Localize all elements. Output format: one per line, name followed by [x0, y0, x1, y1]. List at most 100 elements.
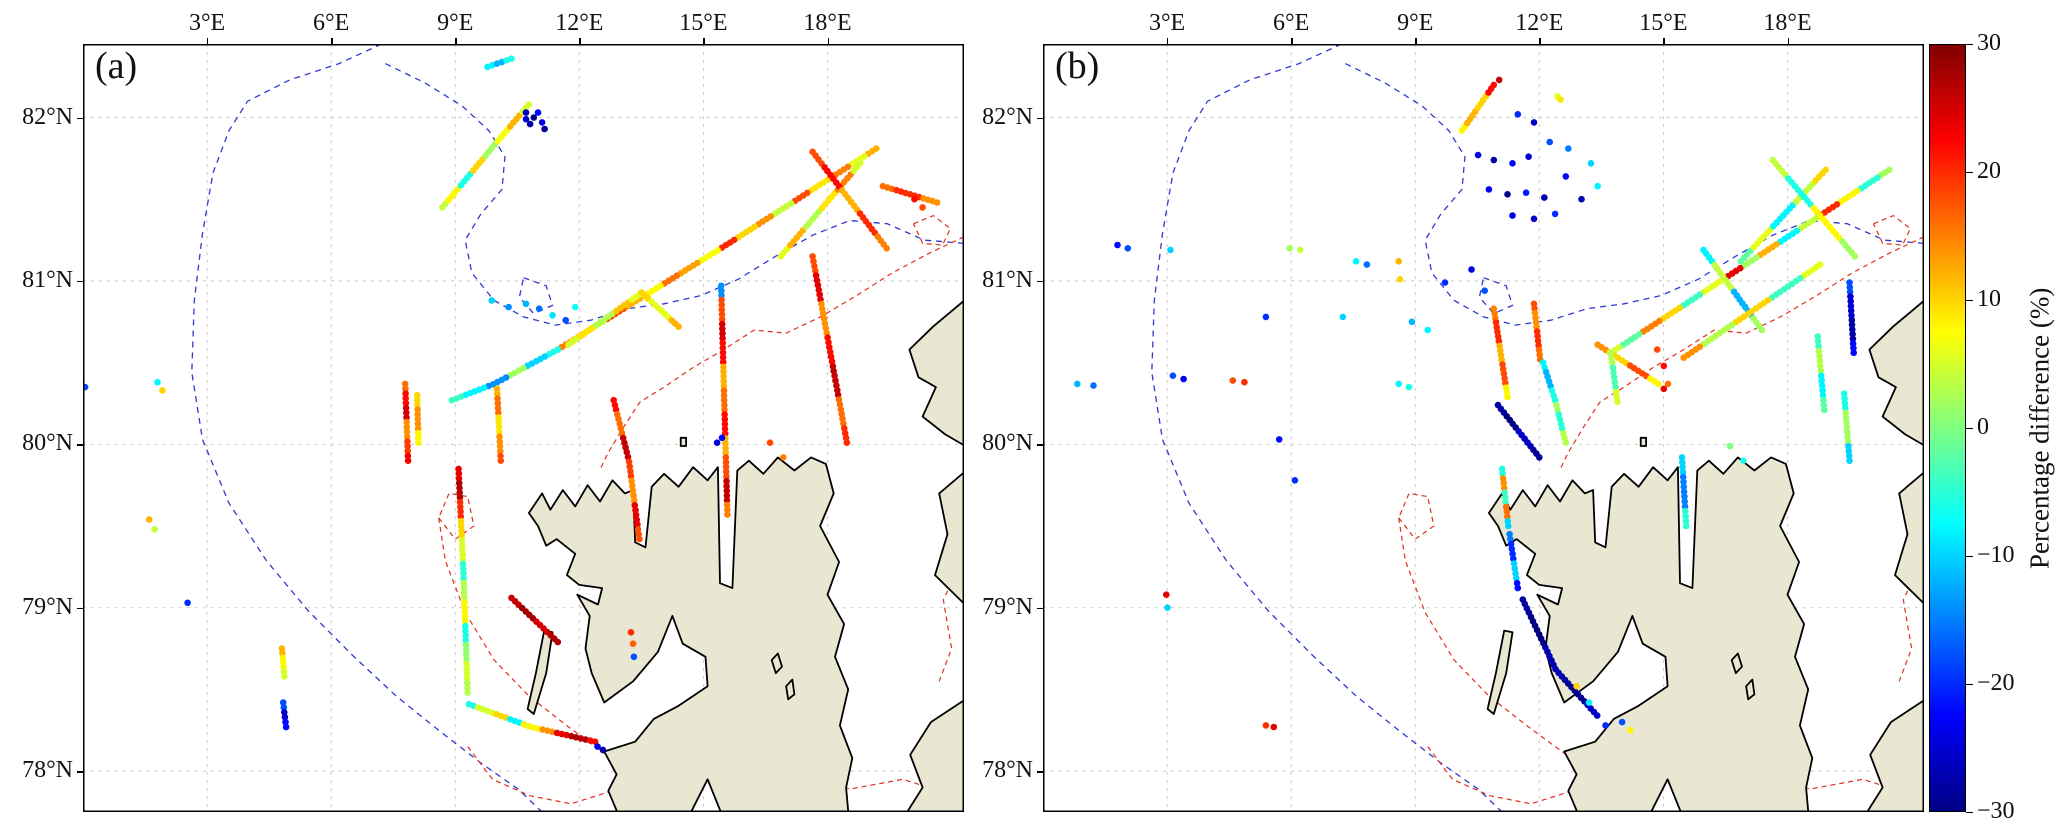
land-polygon	[528, 456, 854, 812]
scatter-track	[1814, 333, 1828, 414]
scatter-track	[508, 594, 562, 646]
lon-tick-label: 3°E	[188, 10, 226, 36]
lat-tick-mark	[1037, 444, 1043, 446]
colorbar-tick-label: −10	[1977, 542, 2015, 568]
scatter-track	[1506, 530, 1522, 592]
colorbar-tick-mark	[1966, 812, 1973, 814]
contour-red	[1872, 214, 1912, 246]
lat-tick-label: 79°N	[982, 593, 1033, 620]
land-polygon	[908, 299, 964, 447]
lat-tick-mark	[77, 444, 83, 446]
scatter-track	[1498, 465, 1512, 530]
scatter-track	[777, 160, 864, 260]
ice-edge-contour-blue	[191, 44, 543, 812]
scatter-track	[1458, 81, 1498, 134]
scatter-track	[465, 700, 599, 745]
lon-tick-label: 6°E	[1273, 10, 1310, 36]
colorbar-tick-label: −20	[1977, 670, 2015, 696]
scatter-track	[717, 282, 731, 518]
colorbar-tick-mark	[1966, 684, 1973, 686]
ice-edge-contour-blue	[1478, 277, 1514, 315]
scatter-track	[1607, 349, 1621, 406]
colorbar-tick-mark	[1966, 44, 1973, 46]
lon-tick-mark	[455, 38, 457, 44]
scatter-track	[1490, 305, 1511, 401]
lat-tick-label: 82°N	[982, 103, 1033, 130]
scatter-track	[413, 392, 422, 447]
panel-border	[83, 44, 964, 812]
scatter-track	[565, 290, 644, 349]
lon-tick-mark	[331, 38, 333, 44]
scatter-track	[638, 289, 682, 331]
grid-lines	[1043, 44, 1924, 812]
scatter-track	[1678, 454, 1690, 530]
map-plot-a	[83, 44, 964, 812]
lat-tick-mark	[77, 607, 83, 610]
lon-tick-mark	[1539, 38, 1541, 44]
land-polygon	[1866, 699, 1924, 812]
lon-tick-label: 9°E	[1397, 10, 1434, 36]
colorbar-tick-label: 0	[1977, 414, 1989, 440]
lon-tick-label: 6°E	[313, 10, 350, 36]
land-polygon	[1639, 436, 1647, 447]
lon-tick-mark	[579, 38, 581, 44]
scatter-track	[1846, 279, 1857, 357]
scatter-track	[809, 253, 851, 447]
scatter-track	[809, 148, 890, 252]
lon-tick-label: 18°E	[803, 10, 852, 36]
scatter-track	[439, 101, 533, 211]
ice-edge-contour-blue	[518, 277, 554, 315]
land-polygon	[934, 471, 964, 605]
scatter-points	[83, 109, 926, 754]
scatter-points	[1074, 76, 1747, 734]
contour-red	[1559, 236, 1924, 470]
land-polygon	[1868, 299, 1924, 447]
colorbar-tick-mark	[1966, 428, 1973, 430]
lon-tick-mark	[1787, 38, 1789, 44]
land-polygon	[785, 678, 796, 701]
lon-tick-mark	[703, 38, 705, 44]
contour-red	[438, 492, 475, 540]
lon-tick-mark	[207, 38, 209, 44]
panel-label-b: (b)	[1055, 45, 1100, 87]
scatter-track	[879, 182, 941, 206]
scatter-track	[448, 346, 562, 404]
contour-red	[1398, 492, 1435, 540]
lon-tick-label: 9°E	[437, 10, 474, 36]
map-panel-b: (b)	[1043, 44, 1924, 812]
scatter-track	[1530, 300, 1544, 363]
lat-tick-label: 81°N	[982, 266, 1033, 293]
lon-tick-mark	[827, 38, 829, 44]
lat-tick-mark	[77, 117, 83, 119]
scatter-track	[1594, 341, 1662, 388]
lon-tick-mark	[1415, 38, 1417, 44]
lat-tick-mark	[77, 280, 83, 283]
scatter-track	[1680, 261, 1824, 362]
scatter-track	[1539, 359, 1559, 404]
colorbar-tick-label: 10	[1977, 286, 2001, 312]
colorbar-tick-mark	[1966, 172, 1973, 174]
land-polygon	[906, 699, 964, 812]
land-polygon	[770, 652, 783, 674]
lat-tick-label: 80°N	[22, 430, 73, 457]
lat-tick-mark	[1037, 607, 1043, 610]
lat-tick-label: 82°N	[22, 103, 73, 130]
scatter-track	[278, 645, 288, 680]
colorbar	[1929, 44, 1966, 812]
lat-tick-mark	[1037, 280, 1043, 283]
scatter-track	[610, 396, 643, 543]
lat-tick-mark	[1037, 117, 1043, 119]
panel-border	[1043, 44, 1924, 812]
lat-tick-mark	[77, 771, 83, 773]
scatter-track	[1840, 390, 1853, 465]
scatter-track	[1769, 156, 1859, 260]
lon-tick-mark	[1663, 38, 1665, 44]
ice-edge-contour-blue	[1151, 44, 1503, 812]
lon-tick-label: 3°E	[1148, 10, 1186, 36]
land-polygon	[1894, 471, 1924, 605]
contour-red	[599, 236, 964, 470]
land-polygon	[1486, 629, 1514, 715]
scatter-track	[1519, 596, 1601, 719]
colorbar-tick-mark	[1966, 300, 1973, 302]
